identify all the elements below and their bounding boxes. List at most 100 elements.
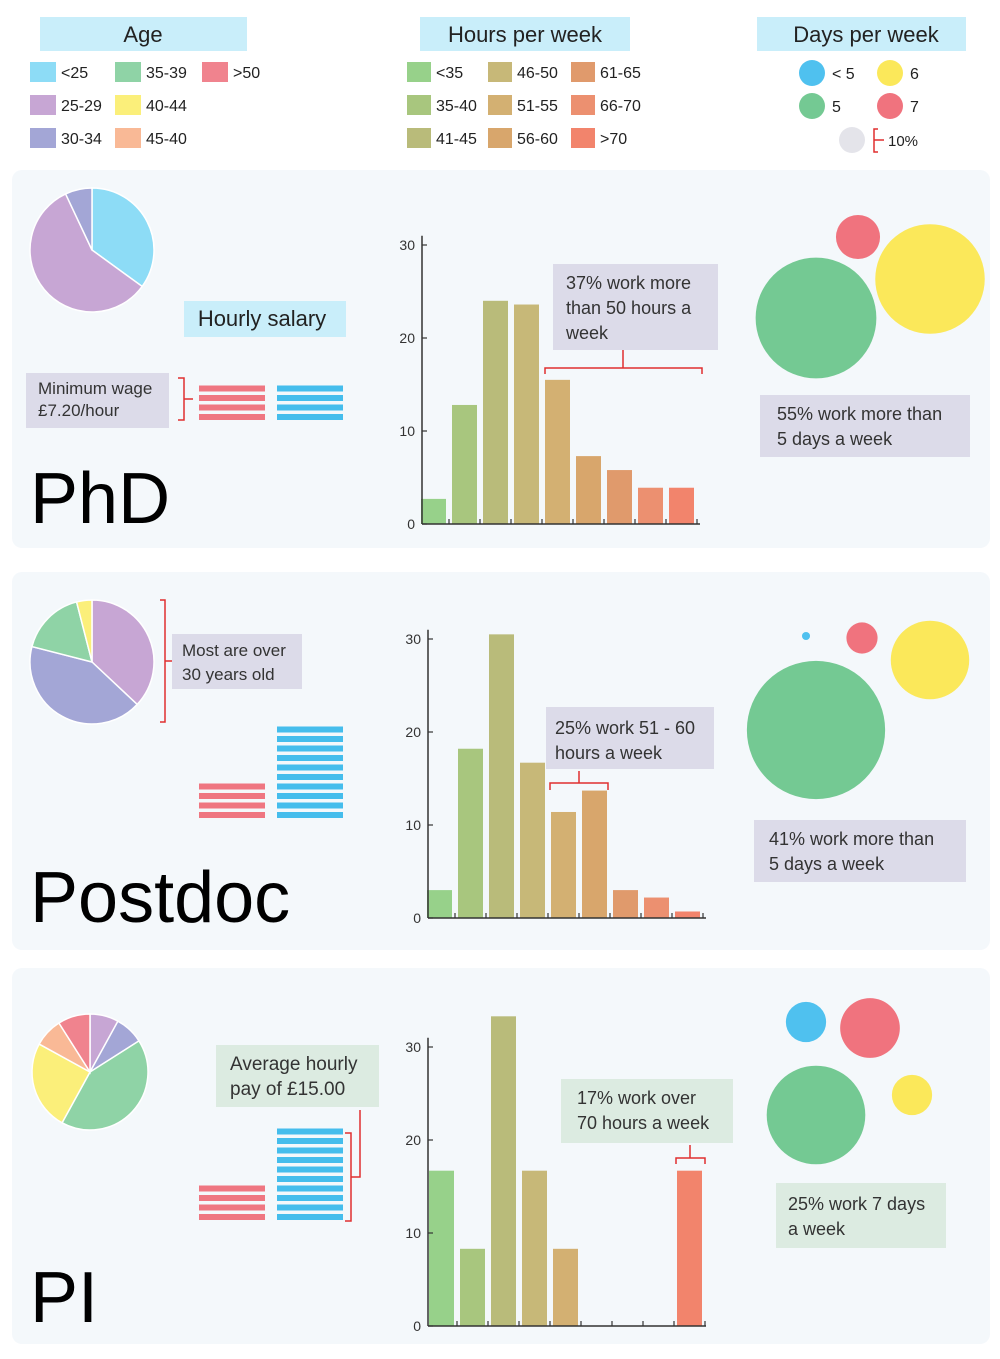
hours-bar-chart: 0 10 20 30 — [405, 629, 706, 926]
min-wage-bar-line — [199, 812, 265, 818]
days-bubble — [766, 1065, 866, 1165]
salary-bar-line — [277, 745, 343, 752]
salary-note-bracket — [345, 1110, 361, 1222]
hours-legend-label: >70 — [600, 131, 627, 148]
age-legend-title: Age — [123, 22, 162, 47]
hours-bar — [514, 304, 539, 524]
salary-note: Minimum wage £7.20/hour — [38, 379, 152, 420]
salary-bar-line — [277, 1214, 343, 1220]
days-bubble — [785, 1001, 827, 1043]
salary-bar — [277, 726, 343, 818]
salary-bar-line — [277, 1204, 343, 1211]
salary-note-bracket — [178, 377, 193, 421]
hours-bar — [638, 487, 663, 524]
age-legend-swatch — [30, 95, 56, 115]
age-pie-slice — [31, 1043, 92, 1124]
days-legend-swatch — [877, 60, 903, 86]
y-tick-label: 10 — [405, 1225, 421, 1241]
salary-bar-line — [277, 783, 343, 790]
y-tick-label: 10 — [399, 423, 415, 439]
min-wage-bar-line — [199, 1214, 265, 1220]
hours-bar — [582, 790, 607, 918]
min-wage-bar-line — [199, 793, 265, 799]
hours-bar — [576, 456, 601, 524]
hours-bar — [520, 762, 545, 918]
salary-bar-line — [277, 802, 343, 809]
days-legend-label: 7 — [910, 99, 919, 116]
y-tick-label: 30 — [405, 631, 421, 647]
section-title: PhD — [30, 459, 170, 539]
age-pie-slice — [91, 187, 155, 288]
hours-bar — [491, 1016, 516, 1326]
hours-bar-chart: 0 10 20 30 — [399, 235, 700, 532]
days-note-box — [776, 1183, 946, 1248]
age-pie-slice — [31, 601, 94, 664]
min-wage-bar-line — [199, 404, 265, 411]
salary-bar-line — [277, 385, 343, 392]
hours-bar — [458, 748, 483, 918]
days-bubble — [755, 257, 877, 379]
age-pie-slice — [91, 599, 155, 706]
y-tick-label: 0 — [413, 910, 421, 926]
days-bubble — [746, 660, 886, 800]
hours-bar — [522, 1170, 547, 1326]
hours-legend-label: 61-65 — [600, 65, 641, 82]
days-note-box — [760, 395, 970, 457]
min-wage-bar — [199, 1185, 265, 1220]
age-legend-label: 25-29 — [61, 98, 102, 115]
salary-bar-line — [277, 395, 343, 401]
salary-bar-line — [277, 1195, 343, 1201]
hours-legend-label: 46-50 — [517, 65, 558, 82]
age-legend-swatch — [30, 128, 56, 148]
chart-annotation-box — [553, 264, 718, 350]
salary-bar-line — [277, 1147, 343, 1154]
age-legend-label: 30-34 — [61, 131, 102, 148]
min-wage-bar-line — [199, 1204, 265, 1211]
age-legend-label: 40-44 — [146, 98, 187, 115]
days-scale-bracket — [873, 128, 884, 153]
hours-bar — [545, 379, 570, 524]
y-tick-label: 20 — [405, 724, 421, 740]
hours-legend-swatch — [488, 62, 512, 82]
hours-bar — [677, 1170, 702, 1326]
days-legend-label: < 5 — [832, 66, 855, 83]
age-pie-slice — [29, 192, 144, 313]
chart-annotation: 37% work more than 50 hours a week — [565, 273, 692, 343]
age-legend-label: >50 — [233, 65, 260, 82]
salary-title-box — [184, 301, 346, 337]
age-legend-swatch — [115, 62, 141, 82]
y-tick-label: 0 — [407, 516, 415, 532]
min-wage-bar-line — [199, 414, 265, 420]
chart-annotation-box — [546, 707, 714, 769]
hours-bar — [553, 1248, 578, 1326]
hours-bar — [429, 1170, 454, 1326]
days-bubble — [835, 214, 881, 260]
salary-bar-line — [277, 1138, 343, 1144]
salary-bar — [277, 385, 343, 420]
salary-bar-line — [277, 736, 343, 742]
min-wage-bar-line — [199, 802, 265, 809]
hours-bar — [607, 470, 632, 524]
salary-bar-line — [277, 1176, 343, 1182]
salary-bar-line — [277, 812, 343, 818]
hours-bar-chart: 0 10 20 30 — [405, 1016, 706, 1334]
hours-bar — [427, 890, 452, 918]
hours-bar — [669, 487, 694, 524]
hours-legend-swatch — [488, 128, 512, 148]
y-tick-label: 10 — [405, 817, 421, 833]
hours-legend-label: 51-55 — [517, 98, 558, 115]
days-legend-swatch — [877, 93, 903, 119]
age-legend-swatch — [30, 62, 56, 82]
age-legend-label: 35-39 — [146, 65, 187, 82]
section-phd: PhD Hourly salary Minimum wage £7.20/hour 0 1… — [12, 170, 990, 548]
salary-bar-line — [277, 793, 343, 799]
chart-annotation-bracket — [675, 1145, 706, 1164]
hours-legend-label: <35 — [436, 65, 463, 82]
legend-area: Age <25 25-29 30-34 35-39 40-44 45-40 >50 Hours … — [30, 17, 966, 153]
salary-bar-line — [277, 764, 343, 771]
chart-annotation: 17% work over 70 hours a week — [577, 1088, 710, 1133]
salary-bar-line — [277, 1128, 343, 1135]
hours-bar — [483, 300, 508, 524]
section-title: Postdoc — [30, 858, 290, 938]
